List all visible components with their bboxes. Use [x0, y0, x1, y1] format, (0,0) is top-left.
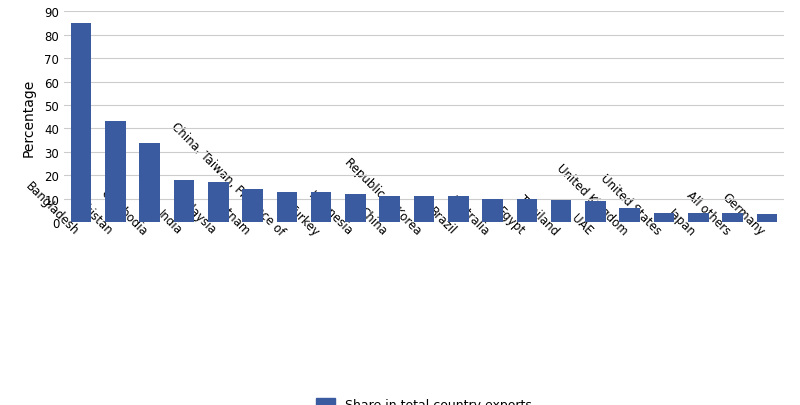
Bar: [551, 200, 571, 223]
Bar: [208, 183, 229, 223]
Bar: [345, 195, 366, 223]
Bar: [139, 143, 160, 223]
Bar: [585, 202, 606, 223]
Bar: [517, 199, 537, 223]
Legend: Share in total country exports: Share in total country exports: [311, 393, 537, 405]
Bar: [71, 24, 91, 223]
Bar: [722, 213, 743, 223]
Bar: [448, 197, 469, 223]
Bar: [414, 197, 434, 223]
Bar: [654, 213, 674, 223]
Bar: [105, 122, 126, 223]
Bar: [174, 181, 194, 223]
Bar: [688, 213, 709, 223]
Bar: [277, 192, 297, 223]
Bar: [311, 192, 331, 223]
Bar: [482, 199, 503, 223]
Bar: [242, 190, 263, 223]
Bar: [379, 197, 400, 223]
Bar: [757, 215, 777, 223]
Y-axis label: Percentage: Percentage: [22, 79, 36, 156]
Bar: [619, 209, 640, 223]
